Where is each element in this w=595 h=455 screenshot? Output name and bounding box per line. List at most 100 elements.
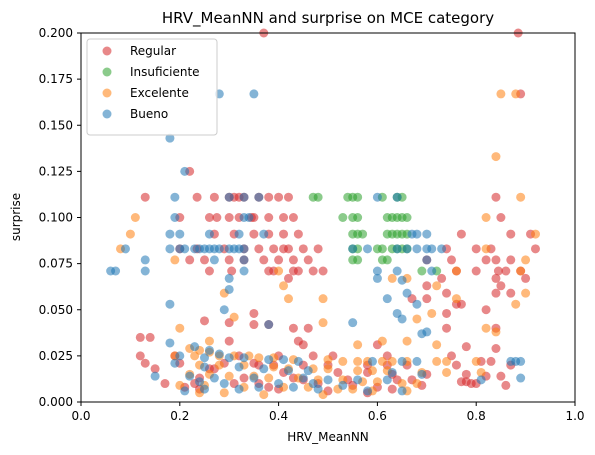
legend-marker-excelente	[102, 88, 112, 98]
point-regular	[135, 332, 145, 342]
point-regular	[298, 244, 308, 254]
point-regular	[491, 255, 501, 265]
point-bueno	[274, 379, 284, 389]
point-regular	[224, 255, 234, 265]
point-excelente	[254, 353, 264, 363]
point-bueno	[224, 284, 234, 294]
x-tick-label: 0.8	[467, 409, 486, 423]
point-excelente	[402, 336, 412, 346]
point-regular	[259, 255, 269, 265]
point-excelente	[283, 294, 293, 304]
point-bueno	[363, 244, 373, 254]
point-bueno	[239, 255, 249, 265]
y-tick-label: 0.075	[39, 257, 73, 271]
point-regular	[387, 384, 397, 394]
point-bueno	[190, 342, 200, 352]
point-bueno	[397, 275, 407, 285]
point-excelente	[338, 356, 348, 366]
point-bueno	[200, 384, 209, 394]
point-insuficiente	[353, 255, 363, 265]
point-bueno	[185, 371, 195, 381]
point-regular	[491, 343, 501, 353]
point-regular	[442, 308, 452, 318]
point-regular	[254, 244, 264, 254]
point-bueno	[140, 255, 150, 265]
point-excelente	[318, 318, 328, 328]
point-excelente	[269, 362, 279, 372]
point-bueno	[170, 358, 180, 368]
point-regular	[461, 342, 471, 352]
point-excelente	[491, 327, 501, 337]
x-axis-label: HRV_MeanNN	[287, 430, 369, 444]
point-regular	[442, 288, 452, 298]
point-regular	[447, 255, 456, 265]
point-excelente	[323, 364, 333, 374]
point-bueno	[412, 299, 422, 309]
point-excelente	[367, 366, 377, 376]
point-regular	[461, 369, 471, 379]
point-regular	[442, 323, 452, 333]
x-tick-label: 0.0	[71, 409, 90, 423]
point-excelente	[442, 367, 452, 377]
point-bueno	[239, 266, 249, 276]
point-excelente	[481, 213, 491, 222]
point-bueno	[293, 356, 303, 366]
point-insuficiente	[382, 255, 392, 265]
point-regular	[471, 244, 481, 254]
x-tick-label: 0.2	[170, 409, 189, 423]
point-regular	[274, 192, 284, 202]
point-bueno	[397, 314, 407, 324]
point-excelente	[511, 299, 521, 309]
point-bueno	[476, 375, 486, 385]
point-bueno	[175, 351, 185, 361]
x-tick-label: 0.6	[368, 409, 387, 423]
point-insuficiente	[338, 213, 348, 222]
point-regular	[501, 266, 511, 276]
point-excelente	[442, 356, 452, 366]
y-tick-label: 0.025	[39, 349, 73, 363]
point-regular	[288, 213, 298, 222]
point-bueno	[239, 192, 249, 202]
point-excelente	[516, 192, 526, 202]
point-bueno	[219, 379, 229, 389]
point-regular	[506, 288, 516, 298]
point-excelente	[323, 355, 333, 365]
point-bueno	[417, 369, 427, 379]
point-regular	[140, 358, 150, 368]
point-excelente	[175, 323, 185, 333]
point-bueno	[234, 229, 244, 239]
point-regular	[313, 244, 323, 254]
point-excelente	[387, 356, 397, 366]
point-excelente	[224, 371, 234, 381]
point-bueno	[372, 266, 382, 276]
y-tick-label: 0.150	[39, 118, 73, 132]
point-excelente	[471, 356, 481, 366]
point-bueno	[180, 244, 190, 254]
point-regular	[200, 255, 209, 265]
point-bueno	[372, 273, 382, 283]
point-regular	[249, 229, 259, 239]
point-excelente	[412, 314, 422, 324]
point-bueno	[224, 192, 234, 202]
point-regular	[283, 244, 293, 254]
point-excelente	[353, 356, 363, 366]
legend-marker-regular	[102, 46, 112, 56]
chart-title: HRV_MeanNN and surprise on MCE category	[162, 9, 494, 28]
legend-label-bueno: Bueno	[130, 107, 168, 121]
point-bueno	[298, 373, 308, 383]
point-excelente	[204, 336, 214, 346]
point-regular	[224, 336, 234, 346]
point-regular	[288, 323, 298, 333]
legend-marker-insuficiente	[102, 67, 112, 77]
point-bueno	[516, 373, 526, 383]
point-excelente	[170, 255, 180, 265]
y-tick-label: 0.175	[39, 72, 73, 86]
legend-label-insuficiente: Insuficiente	[130, 65, 200, 79]
point-regular	[227, 266, 237, 276]
point-bueno	[165, 299, 175, 309]
point-bueno	[427, 244, 437, 254]
point-bueno	[338, 380, 348, 390]
point-bueno	[165, 338, 175, 348]
point-bueno	[417, 329, 427, 339]
point-insuficiente	[313, 192, 323, 202]
